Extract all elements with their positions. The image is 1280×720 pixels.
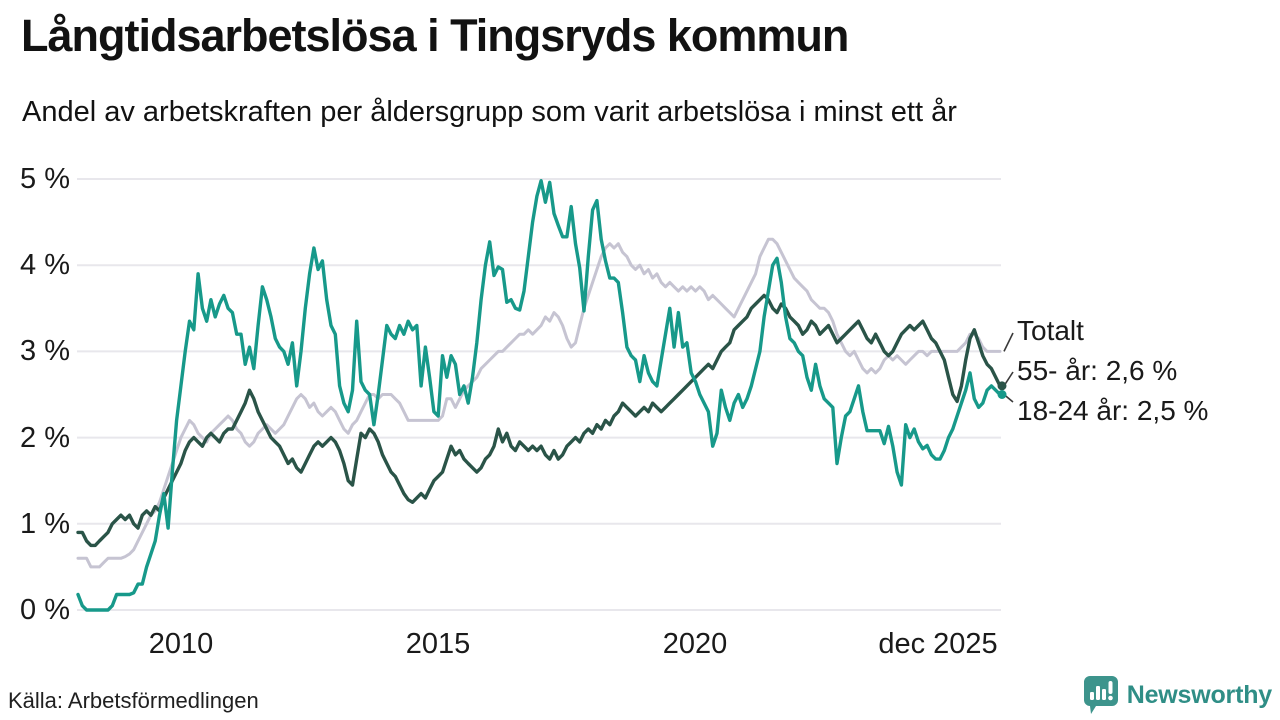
newsworthy-logo[interactable]: Newsworthy — [1082, 674, 1272, 716]
x-tick-label: 2010 — [148, 628, 214, 660]
series-label-18-24-ar: 18-24 år: 2,5 % — [1017, 395, 1209, 426]
series-end-dots — [997, 381, 1007, 399]
line-18-24-r — [76, 179, 1002, 612]
source-note: Källa: Arbetsförmedlingen — [8, 688, 259, 713]
line-55-r — [76, 293, 1002, 548]
series-lines — [76, 179, 1002, 612]
y-tick-label: 0 % — [20, 594, 70, 626]
x-tick-label: 2020 — [662, 628, 728, 660]
page-subtitle: Andel av arbetskraften per åldersgrupp s… — [22, 96, 957, 128]
series-label-totalt: Totalt — [1017, 315, 1084, 346]
y-tick-label: 1 % — [20, 508, 70, 540]
gridlines — [77, 178, 1001, 611]
page-title: Långtidsarbetslösa i Tingsryds kommun — [21, 10, 849, 61]
y-tick-label: 4 % — [20, 249, 70, 281]
newsworthy-wordmark: Newsworthy — [1126, 680, 1272, 709]
x-tick-label: 2015 — [405, 628, 471, 660]
x-tick-label: dec 2025 — [878, 628, 998, 660]
series-label-55-ar: 55- år: 2,6 % — [1017, 355, 1178, 386]
newsworthy-speech-bubble-chart-icon — [1082, 675, 1119, 715]
y-tick-label: 5 % — [20, 163, 70, 195]
y-tick-label: 3 % — [20, 335, 70, 367]
line-totalt — [76, 237, 1002, 569]
y-tick-label: 2 % — [20, 422, 70, 454]
